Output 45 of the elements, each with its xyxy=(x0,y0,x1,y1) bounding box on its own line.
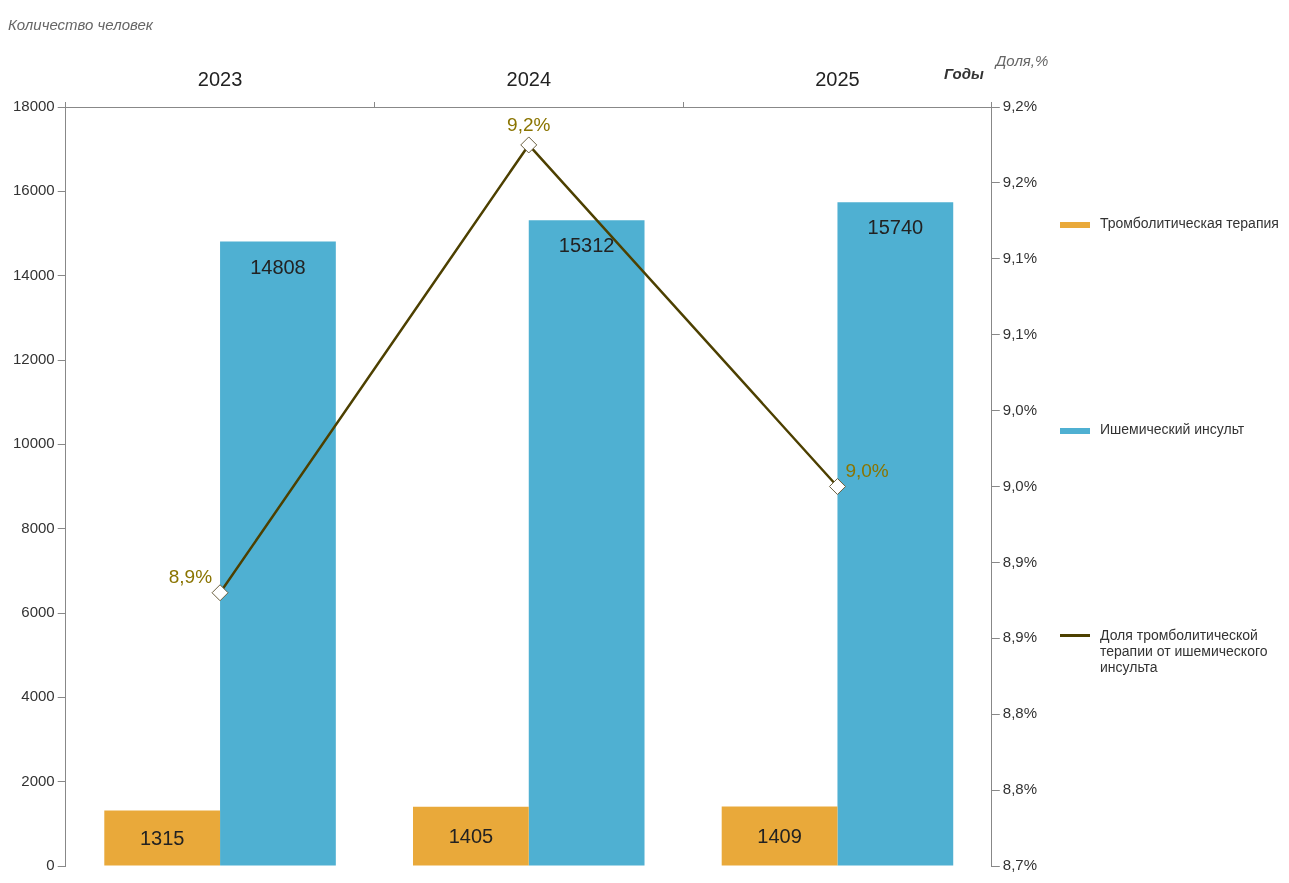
y2-tick-label: 9,2% xyxy=(1002,173,1038,191)
data-label: 15312 xyxy=(558,234,615,257)
x-axis-title: Годы xyxy=(944,65,984,82)
data-label: 9,2% xyxy=(507,113,551,135)
bar xyxy=(413,806,529,866)
data-label: 1315 xyxy=(139,827,185,850)
y-tick-label: 18000 xyxy=(12,97,55,115)
y-tick-label: 16000 xyxy=(12,181,55,199)
data-label: 14808 xyxy=(250,255,306,278)
y-tick-label: 8000 xyxy=(21,518,55,536)
x-tick-label: 2025 xyxy=(815,67,860,90)
x-tick-label: 2024 xyxy=(506,67,552,90)
y-tick-label: 6000 xyxy=(21,603,55,621)
y2-tick-label: 8,9% xyxy=(1002,628,1038,646)
bar xyxy=(721,806,838,866)
data-label: 8,9% xyxy=(168,565,213,587)
y2-tick-label: 8,7% xyxy=(1002,856,1038,874)
y2-tick-label: 9,0% xyxy=(1002,476,1038,494)
y2-axis-title: Доля,% xyxy=(993,52,1049,69)
y2-tick-label: 9,2% xyxy=(1002,97,1038,115)
data-label: 1405 xyxy=(448,825,494,848)
y2-tick-label: 9,1% xyxy=(1002,248,1038,266)
legend-label: Ишемический инсульт xyxy=(1100,421,1245,437)
y-tick-label: 12000 xyxy=(12,350,55,368)
legend-label: Тромболитическая терапия xyxy=(1100,215,1279,231)
y2-tick-label: 8,9% xyxy=(1002,552,1038,570)
y-axis-title: Количество человек xyxy=(8,16,154,33)
x-tick-label: 2023 xyxy=(197,67,243,90)
legend-label: Доля тромболитической терапии от ишемического инсульта xyxy=(1100,627,1269,675)
bar xyxy=(220,241,336,866)
data-label: 15740 xyxy=(867,216,924,239)
bar xyxy=(837,202,954,866)
y-tick-label: 4000 xyxy=(21,687,55,705)
y-tick-label: 0 xyxy=(46,856,55,874)
y-tick-label: 10000 xyxy=(12,434,55,452)
y-tick-label: 2000 xyxy=(21,771,55,789)
y2-tick-label: 9,1% xyxy=(1002,324,1038,342)
data-label: 1409 xyxy=(757,825,802,848)
bar xyxy=(104,810,221,866)
data-label: 9,0% xyxy=(845,459,889,481)
bar xyxy=(528,220,645,866)
y-tick-label: 14000 xyxy=(12,265,55,283)
y2-tick-label: 8,8% xyxy=(1002,780,1038,798)
y2-tick-label: 9,0% xyxy=(1002,400,1038,418)
y2-tick-label: 8,8% xyxy=(1002,704,1038,722)
